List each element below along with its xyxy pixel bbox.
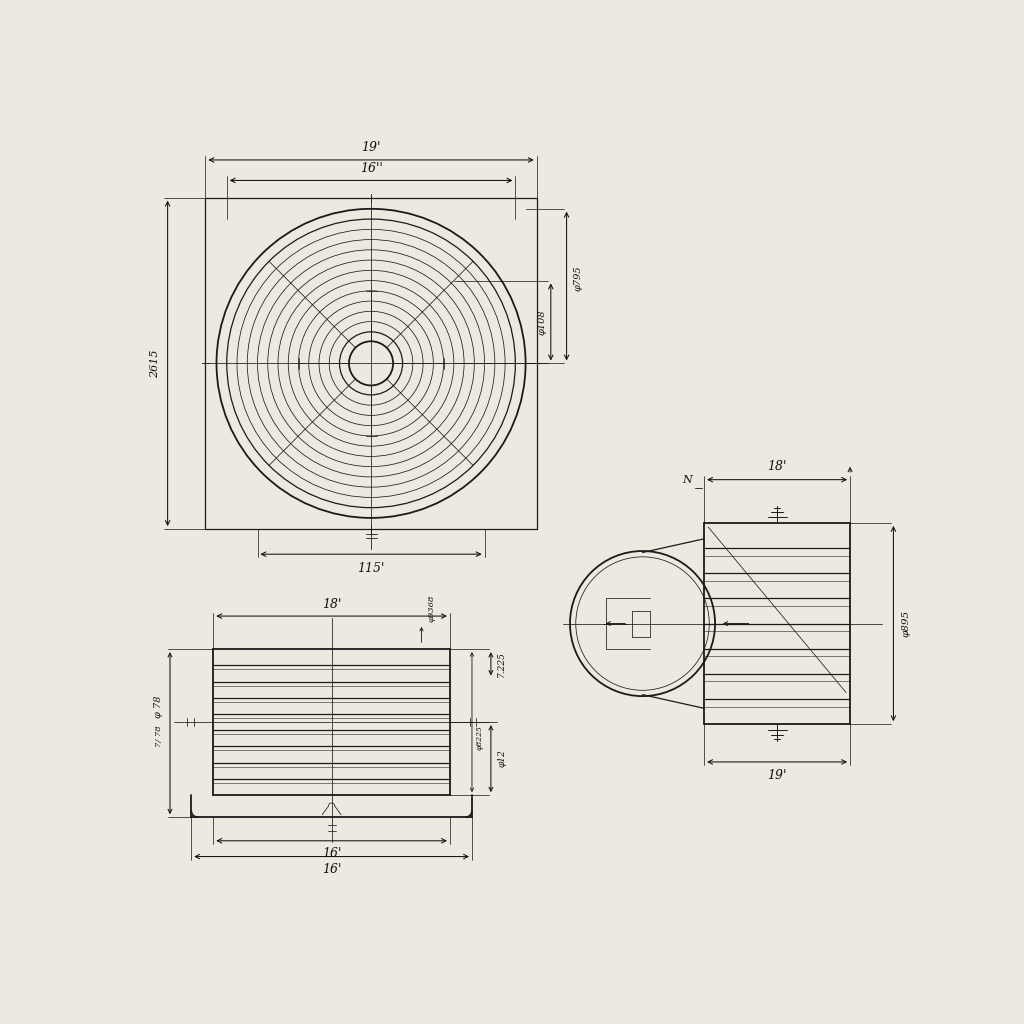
Text: 19': 19' [767,769,786,782]
Text: φ8225: φ8225 [476,725,484,751]
Text: φ895: φ895 [901,610,910,637]
Text: φ108: φ108 [538,309,546,335]
Text: φ795: φ795 [573,265,583,291]
Text: φ12: φ12 [498,750,506,767]
Text: 2615: 2615 [150,349,160,378]
Text: φ 78: φ 78 [154,695,163,718]
Text: 16': 16' [322,847,341,860]
Text: N: N [683,475,692,484]
Text: 7/ 78: 7/ 78 [155,726,163,748]
Text: 16'': 16'' [359,162,382,175]
Text: 18': 18' [767,461,786,473]
Text: 7.225: 7.225 [498,651,506,677]
Text: φ9368: φ9368 [428,595,436,623]
Text: 19': 19' [361,140,381,154]
Text: 115': 115' [357,562,385,575]
Text: 16': 16' [322,863,341,876]
Text: 18': 18' [322,598,341,610]
